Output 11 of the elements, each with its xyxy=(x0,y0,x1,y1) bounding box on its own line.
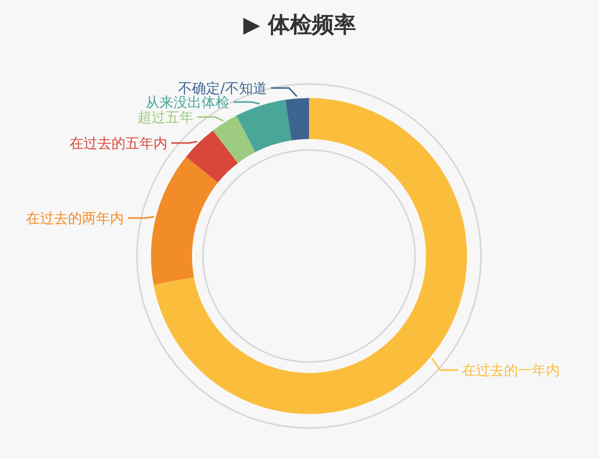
donut-slice xyxy=(186,130,238,183)
slice-label: 在过去的五年内 xyxy=(69,136,168,152)
donut-slice xyxy=(236,100,292,152)
chart-title: ▶ 体检频率 xyxy=(243,12,356,38)
slice-label: 在过去的一年内 xyxy=(462,363,560,379)
slice-label: 不确定/不知道 xyxy=(178,81,267,97)
slice-label: 超过五年 xyxy=(137,110,194,126)
donut-slice xyxy=(151,156,218,285)
slice-label: 从来没出体检 xyxy=(146,95,230,111)
donut-slice xyxy=(212,116,256,164)
slice-label: 在过去的两年内 xyxy=(26,211,124,227)
